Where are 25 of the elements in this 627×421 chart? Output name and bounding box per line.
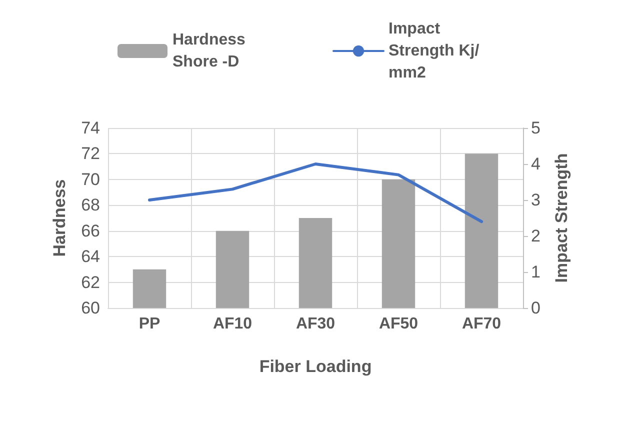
x-tick-label: AF10 xyxy=(212,316,252,332)
y2-axis-title: Impact Strength xyxy=(552,153,571,283)
y-tick-label: 60 xyxy=(81,298,100,318)
x-tick-label: AF50 xyxy=(378,316,418,332)
legend-label: Hardness Shore -D xyxy=(172,32,250,70)
x-tick-label: PP xyxy=(138,316,160,332)
y-tick-label: 68 xyxy=(81,196,100,215)
y2-tick-label: 5 xyxy=(531,118,540,138)
y2-tick-label: 2 xyxy=(531,226,540,246)
x-axis-title: Fiber Loading xyxy=(259,357,372,376)
x-tick-label: AF30 xyxy=(296,316,336,332)
y2-tick-label: 1 xyxy=(531,262,540,282)
x-tick-label: AF70 xyxy=(462,316,502,332)
y-tick-label: 72 xyxy=(81,144,100,164)
line-series xyxy=(148,162,483,224)
legend-label: Impact Strength Kj/mm2 xyxy=(388,20,480,82)
y-axis-title: Hardness xyxy=(50,179,69,257)
y-tick-label: 70 xyxy=(81,170,100,189)
y2-tick-label: 0 xyxy=(531,298,540,318)
y-tick-label: 62 xyxy=(81,272,100,292)
y-tick-label: 66 xyxy=(81,221,100,240)
y2-tick-label: 4 xyxy=(531,154,540,174)
y2-tick-label: 3 xyxy=(531,190,540,210)
y-tick-label: 74 xyxy=(81,118,100,138)
y-tick-label: 64 xyxy=(81,247,100,266)
